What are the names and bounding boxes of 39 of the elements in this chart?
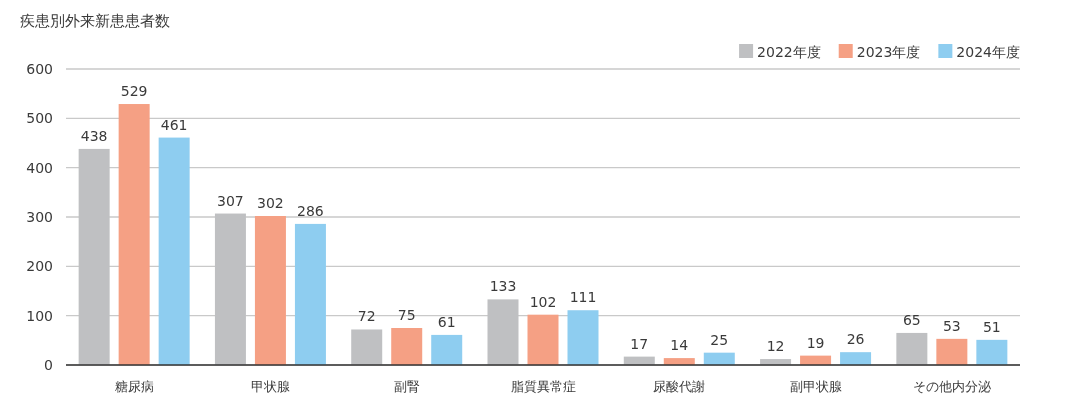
data-label: 75 [397,307,416,323]
legend-label: 2022年度 [757,44,821,60]
data-label: 19 [806,334,825,351]
title: 疾患別外来新患患者数 [20,12,170,30]
legend-label: 2024年度 [956,44,1020,60]
data-label: 61 [437,313,456,330]
x-tick-label: 糖尿病 [114,379,154,394]
y-tick-label: 400 [26,159,53,176]
legend-label: 2023年度 [856,44,921,60]
y-tick-label: 500 [26,110,53,127]
x-tick-label: その他内分泌 [912,379,991,394]
y-tick-label: 100 [26,307,53,324]
data-label: 14 [670,337,689,354]
data-label: 72 [357,308,376,325]
data-label: 461 [160,116,188,133]
data-label: 51 [982,318,1001,335]
x-tick-label: 脂質異常症 [510,379,576,394]
data-label: 12 [766,338,785,355]
y-tick-label: 0 [44,357,53,373]
x-tick-label: 尿酸代謝 [653,379,706,394]
data-label: 65 [902,311,921,328]
data-label: 26 [846,331,865,348]
x-tick-label: 副甲状腺 [789,379,842,394]
data-label: 133 [489,278,517,295]
data-label: 25 [710,331,729,348]
y-tick-label: 600 [26,61,53,77]
data-label: 307 [217,192,244,209]
data-label: 17 [630,335,649,352]
data-label: 286 [297,202,324,219]
data-label: 102 [529,293,557,310]
y-tick-label: 300 [26,209,53,225]
data-label: 53 [942,317,961,334]
data-label: 438 [80,127,108,144]
x-tick-label: 副腎 [393,379,420,394]
data-label: 111 [569,289,597,306]
y-tick-label: 200 [26,258,53,275]
x-tick-label: 甲状腺 [250,379,290,394]
data-label: 302 [257,195,284,211]
data-label: 529 [120,83,148,100]
